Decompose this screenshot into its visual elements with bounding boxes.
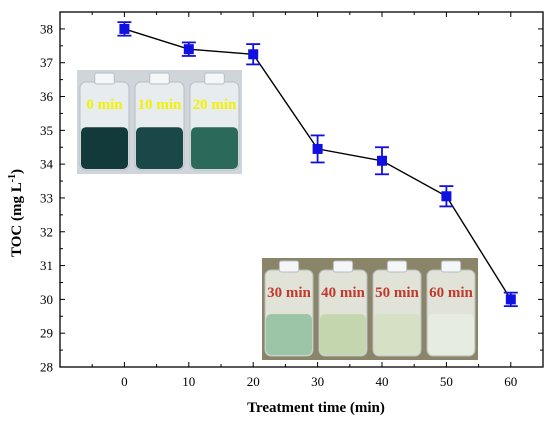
bottle-cap [386, 260, 408, 273]
y-tick-label: 29 [40, 326, 53, 341]
y-tick-label: 32 [40, 224, 53, 239]
photo-time-label: 0 min [86, 97, 123, 113]
data-point [441, 191, 452, 202]
data-point [183, 44, 194, 55]
x-tick-label: 60 [504, 374, 517, 389]
bottle-liquid [266, 314, 312, 355]
axes [59, 11, 544, 368]
photo-insets: 0 min 10 min 20 min 30 min 40 min 50 min 60 mi… [77, 70, 478, 360]
photo-time-label: 50 min [375, 285, 419, 301]
bottle-cap [149, 72, 170, 85]
bottle-cap [440, 260, 462, 273]
x-axis-title: Treatment time (min) [247, 400, 385, 416]
tick-labels: 0 10 20 30 40 50 60 28 29 30 31 32 33 34 35 36 37 38 [40, 21, 517, 389]
y-tick-label: 36 [40, 89, 54, 104]
photo-time-label: 60 min [429, 285, 473, 301]
bottle-cap [94, 72, 115, 85]
y-tick-label: 33 [40, 190, 53, 205]
y-axis-title-main: TOC (mg L [9, 182, 25, 257]
data-point [312, 143, 323, 154]
y-axis-title-close: ) [9, 169, 25, 174]
y-axis-title: TOC (mg L-1) [7, 169, 25, 257]
y-tick-label: 38 [40, 21, 53, 36]
bottle-liquid [191, 127, 238, 169]
x-tick-label: 20 [247, 374, 260, 389]
bottle-liquid [320, 314, 366, 355]
y-tick-label: 30 [40, 292, 53, 307]
bottle-cap [332, 260, 354, 273]
y-tick-label: 28 [40, 360, 53, 375]
data-point [119, 23, 130, 34]
x-tick-label: 50 [440, 374, 453, 389]
y-tick-label: 37 [40, 55, 54, 70]
y-tick-label: 35 [40, 123, 53, 138]
photo-inset-2: 30 min 40 min 50 min 60 min [262, 258, 478, 360]
plot-frame [59, 11, 544, 368]
photo-time-label: 10 min [138, 97, 182, 113]
photo-time-label: 20 min [193, 97, 237, 113]
data-point [248, 49, 259, 60]
x-tick-label: 40 [376, 374, 389, 389]
bottle-liquid [81, 127, 128, 169]
bottle-liquid [428, 314, 474, 355]
data-series [117, 21, 518, 308]
photo-time-label: 30 min [267, 285, 311, 301]
y-tick-label: 31 [40, 258, 53, 273]
photo-time-label: 40 min [321, 285, 365, 301]
bottle-cap [204, 72, 225, 85]
y-axis-title-sup: -1 [7, 174, 18, 182]
x-tick-label: 0 [121, 374, 128, 389]
y-tick-label: 34 [40, 157, 54, 172]
bottle-cap [278, 260, 300, 273]
x-tick-label: 10 [182, 374, 195, 389]
data-point [377, 155, 387, 166]
data-point [505, 294, 516, 305]
bottle-liquid [136, 127, 183, 169]
bottle-liquid [374, 314, 420, 355]
x-tick-label: 30 [311, 374, 324, 389]
photo-inset-1: 0 min 10 min 20 min [77, 70, 242, 174]
